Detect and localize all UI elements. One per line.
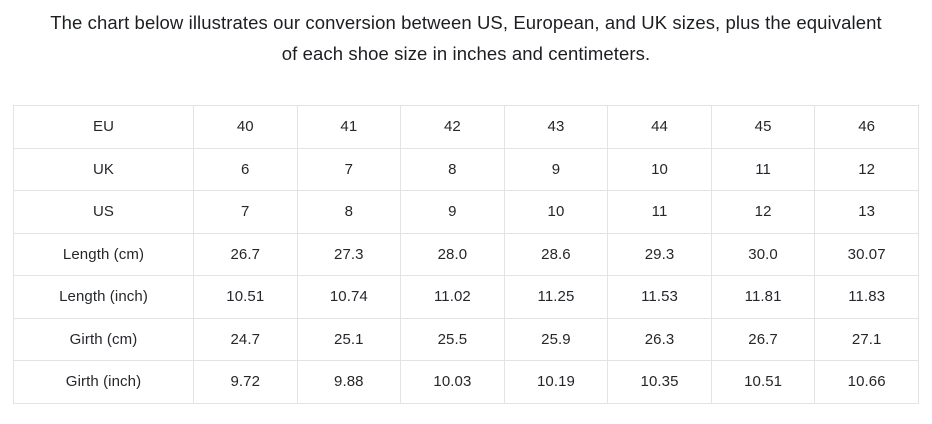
table-cell: 44 — [607, 105, 712, 149]
intro-text-line-2: of each shoe size in inches and centimet… — [281, 43, 651, 64]
intro-text-line-1: The chart below illustrates our conversi… — [50, 12, 882, 33]
table-cell: 27.3 — [296, 232, 402, 276]
table-cell: 30.07 — [814, 232, 919, 276]
intro-text: The chart below illustrates our conversi… — [0, 7, 932, 69]
table-cell: 9.72 — [193, 360, 298, 404]
table-cell: 10.19 — [503, 360, 609, 404]
table-cell: 46 — [814, 105, 919, 149]
table-row-length-inch: Length (inch) 10.51 10.74 11.02 11.25 11… — [13, 275, 919, 319]
table-cell: 41 — [296, 105, 402, 149]
table-cell: 10 — [607, 147, 712, 191]
table-cell: 7 — [193, 190, 298, 234]
table-cell: 40 — [193, 105, 298, 149]
table-cell: 12 — [710, 190, 816, 234]
table-cell: 10.66 — [814, 360, 919, 404]
row-header-eu: EU — [13, 105, 194, 149]
table-cell: 26.3 — [607, 317, 712, 361]
row-header-uk: UK — [13, 147, 194, 191]
table-cell: 10.03 — [400, 360, 505, 404]
table-cell: 25.9 — [503, 317, 609, 361]
table-cell: 30.0 — [710, 232, 816, 276]
table-cell: 8 — [296, 190, 402, 234]
table-cell: 11.83 — [814, 275, 919, 319]
row-header-us: US — [13, 190, 194, 234]
table-cell: 9.88 — [296, 360, 402, 404]
table-cell: 42 — [400, 105, 505, 149]
table-cell: 28.6 — [503, 232, 609, 276]
table-cell: 10.51 — [710, 360, 816, 404]
table-row-eu: EU 40 41 42 43 44 45 46 — [13, 105, 919, 149]
table-row-length-cm: Length (cm) 26.7 27.3 28.0 28.6 29.3 30.… — [13, 232, 919, 276]
table-cell: 10.51 — [193, 275, 298, 319]
table-cell: 11.25 — [503, 275, 609, 319]
table-cell: 11 — [607, 190, 712, 234]
table-cell: 9 — [503, 147, 609, 191]
table-cell: 24.7 — [193, 317, 298, 361]
table-cell: 28.0 — [400, 232, 505, 276]
table-row-us: US 7 8 9 10 11 12 13 — [13, 190, 919, 234]
table-cell: 26.7 — [193, 232, 298, 276]
table-cell: 10.74 — [296, 275, 402, 319]
table-cell: 45 — [710, 105, 816, 149]
table-cell: 27.1 — [814, 317, 919, 361]
table-cell: 12 — [814, 147, 919, 191]
table-row-girth-cm: Girth (cm) 24.7 25.1 25.5 25.9 26.3 26.7… — [13, 317, 919, 361]
table-row-girth-inch: Girth (inch) 9.72 9.88 10.03 10.19 10.35… — [13, 360, 919, 404]
row-header-girth-inch: Girth (inch) — [13, 360, 194, 404]
table-cell: 8 — [400, 147, 505, 191]
table-cell: 29.3 — [607, 232, 712, 276]
table-cell: 10.35 — [607, 360, 712, 404]
row-header-length-inch: Length (inch) — [13, 275, 194, 319]
row-header-girth-cm: Girth (cm) — [13, 317, 194, 361]
table-cell: 13 — [814, 190, 919, 234]
table-cell: 25.1 — [296, 317, 402, 361]
table-cell: 11.53 — [607, 275, 712, 319]
table-cell: 9 — [400, 190, 505, 234]
table-cell: 43 — [503, 105, 609, 149]
table-cell: 25.5 — [400, 317, 505, 361]
table-cell: 7 — [296, 147, 402, 191]
table-cell: 11.02 — [400, 275, 505, 319]
table-cell: 11.81 — [710, 275, 816, 319]
table-cell: 11 — [710, 147, 816, 191]
table-cell: 6 — [193, 147, 298, 191]
row-header-length-cm: Length (cm) — [13, 232, 194, 276]
table-cell: 26.7 — [710, 317, 816, 361]
size-conversion-table: EU 40 41 42 43 44 45 46 UK 6 7 8 9 10 11… — [13, 105, 919, 404]
table-cell: 10 — [503, 190, 609, 234]
table-row-uk: UK 6 7 8 9 10 11 12 — [13, 147, 919, 191]
